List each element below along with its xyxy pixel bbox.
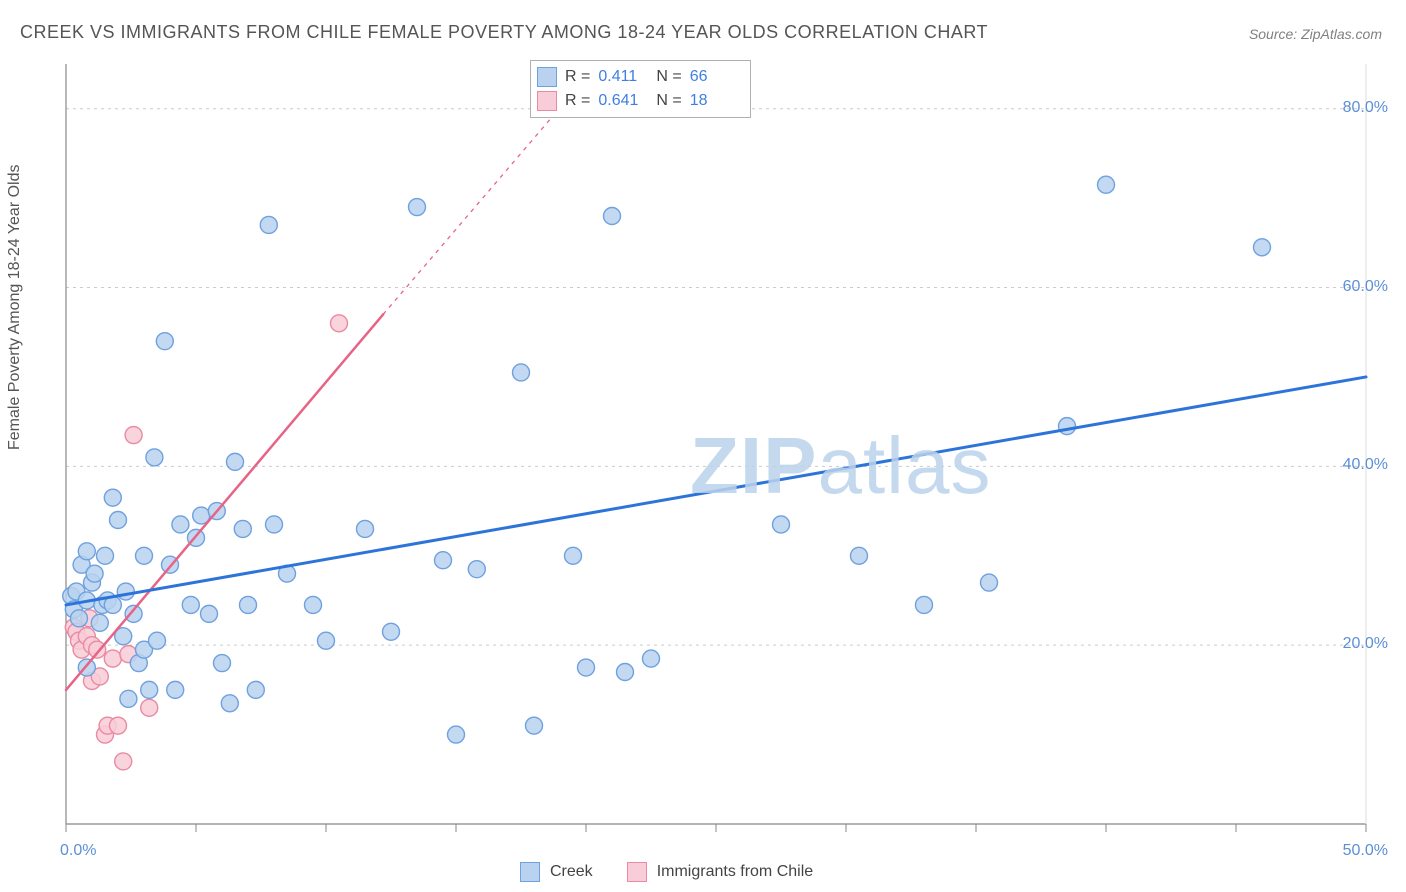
x-tick-label: 50.0% xyxy=(1343,842,1388,860)
swatch-creek xyxy=(537,67,557,87)
stat-r-creek: 0.411 xyxy=(598,68,648,86)
y-tick-label: 40.0% xyxy=(1343,456,1388,474)
legend-label-chile: Immigrants from Chile xyxy=(657,863,813,881)
stat-n-label: N = xyxy=(656,92,681,110)
stat-n-chile: 18 xyxy=(690,92,740,110)
legend-swatch-chile xyxy=(627,862,647,882)
y-tick-label: 20.0% xyxy=(1343,635,1388,653)
stat-n-label: N = xyxy=(656,68,681,86)
y-tick-label: 60.0% xyxy=(1343,278,1388,296)
stats-legend: R = 0.411 N = 66 R = 0.641 N = 18 xyxy=(530,60,751,118)
y-axis-label: Female Poverty Among 18-24 Year Olds xyxy=(6,165,24,451)
stat-r-label: R = xyxy=(565,68,590,86)
chart-source: Source: ZipAtlas.com xyxy=(1249,26,1382,42)
legend-label-creek: Creek xyxy=(550,863,593,881)
x-tick-label: 0.0% xyxy=(60,842,96,860)
stat-r-chile: 0.641 xyxy=(598,92,648,110)
stat-n-creek: 66 xyxy=(690,68,740,86)
swatch-chile xyxy=(537,91,557,111)
stat-r-label: R = xyxy=(565,92,590,110)
legend-swatch-creek xyxy=(520,862,540,882)
correlation-scatter-chart xyxy=(46,54,1386,844)
stats-row-creek: R = 0.411 N = 66 xyxy=(537,65,740,89)
y-tick-label: 80.0% xyxy=(1343,99,1388,117)
chart-title: CREEK VS IMMIGRANTS FROM CHILE FEMALE PO… xyxy=(20,22,988,43)
stats-row-chile: R = 0.641 N = 18 xyxy=(537,89,740,113)
bottom-legend: Creek Immigrants from Chile xyxy=(520,862,813,882)
